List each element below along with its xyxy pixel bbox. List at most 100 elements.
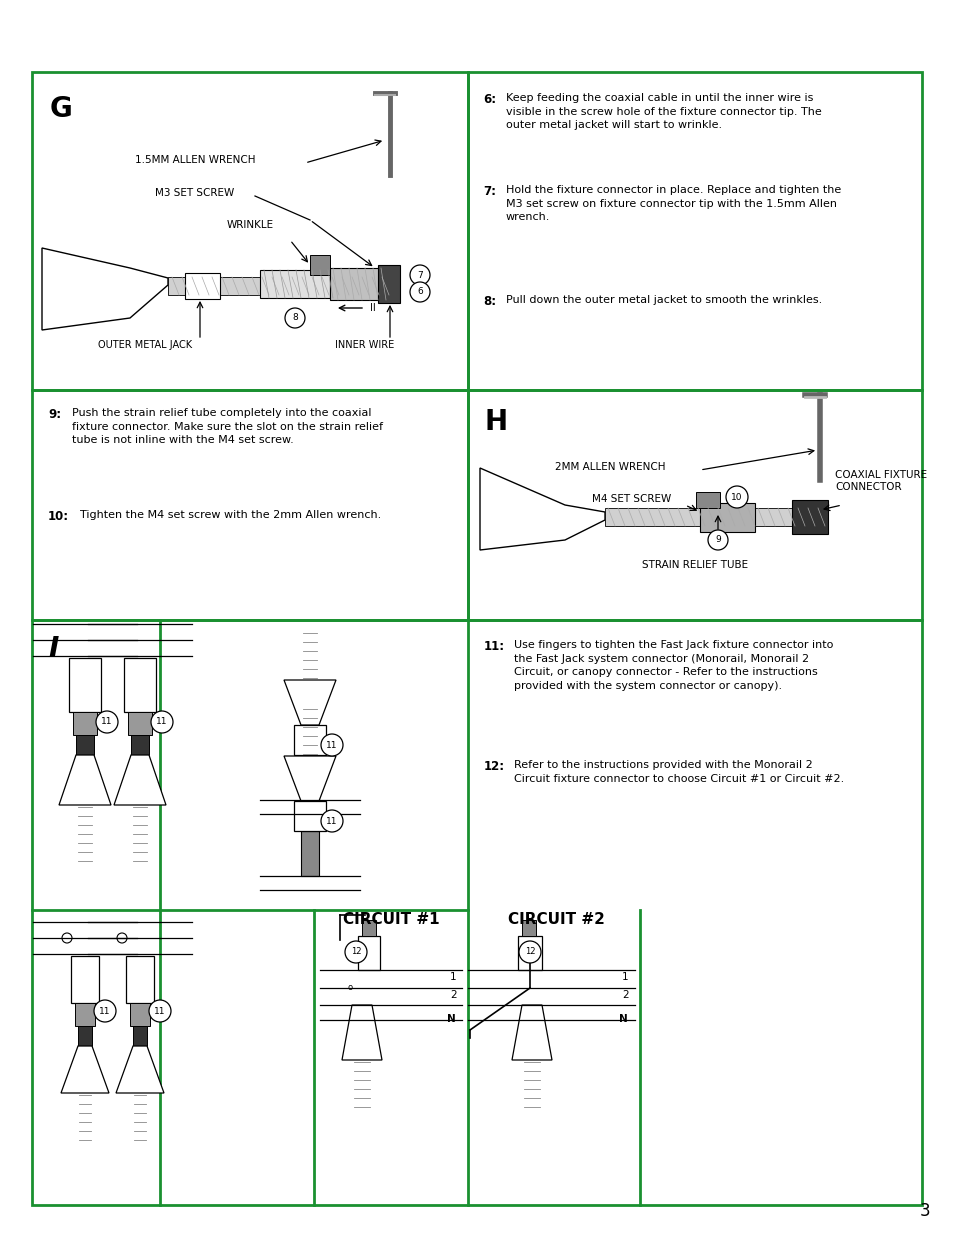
Text: 2MM ALLEN WRENCH: 2MM ALLEN WRENCH: [555, 462, 665, 472]
Polygon shape: [126, 956, 153, 1003]
Text: 1.5MM ALLEN WRENCH: 1.5MM ALLEN WRENCH: [135, 156, 255, 165]
Circle shape: [725, 487, 747, 508]
Polygon shape: [521, 920, 536, 936]
Text: Keep feeding the coaxial cable in until the inner wire is
visible in the screw h: Keep feeding the coaxial cable in until …: [505, 93, 821, 130]
Text: 3: 3: [919, 1202, 929, 1220]
Text: H: H: [484, 408, 508, 436]
Text: 1: 1: [450, 972, 456, 982]
Polygon shape: [124, 658, 156, 713]
Circle shape: [707, 530, 727, 550]
Text: Hold the fixture connector in place. Replace and tighten the
M3 set screw on fix: Hold the fixture connector in place. Rep…: [505, 185, 841, 222]
Text: COAXIAL FIXTURE
CONNECTOR: COAXIAL FIXTURE CONNECTOR: [834, 471, 926, 493]
Polygon shape: [479, 468, 604, 550]
Polygon shape: [294, 725, 326, 755]
Polygon shape: [357, 936, 379, 969]
Circle shape: [410, 282, 430, 303]
Polygon shape: [260, 270, 330, 298]
Text: 12:: 12:: [483, 760, 504, 773]
Circle shape: [149, 1000, 171, 1023]
Polygon shape: [341, 1005, 381, 1060]
Polygon shape: [301, 755, 318, 800]
Polygon shape: [42, 248, 168, 330]
Text: OUTER METAL JACK: OUTER METAL JACK: [98, 340, 192, 350]
Text: Pull down the outer metal jacket to smooth the wrinkles.: Pull down the outer metal jacket to smoo…: [505, 295, 821, 305]
Text: o: o: [348, 983, 353, 992]
Polygon shape: [284, 756, 335, 802]
Text: 11:: 11:: [483, 640, 504, 653]
Text: 2: 2: [621, 990, 628, 1000]
Polygon shape: [128, 713, 152, 735]
Text: Push the strain relief tube completely into the coaxial
fixture connector. Make : Push the strain relief tube completely i…: [71, 408, 382, 445]
Text: Tighten the M4 set screw with the 2mm Allen wrench.: Tighten the M4 set screw with the 2mm Al…: [80, 510, 381, 520]
Text: STRAIN RELIEF TUBE: STRAIN RELIEF TUBE: [641, 559, 747, 571]
Text: 11: 11: [99, 1007, 111, 1015]
Text: 11: 11: [156, 718, 168, 726]
Text: 9:: 9:: [48, 408, 61, 421]
Polygon shape: [185, 273, 220, 299]
Text: 8:: 8:: [482, 295, 496, 308]
Text: 1: 1: [621, 972, 628, 982]
Polygon shape: [310, 254, 330, 275]
Polygon shape: [696, 492, 720, 508]
Text: 6: 6: [416, 288, 422, 296]
Polygon shape: [330, 268, 390, 300]
Text: N: N: [447, 1014, 456, 1024]
Circle shape: [410, 266, 430, 285]
Polygon shape: [791, 500, 827, 534]
Text: CIRCUIT #2: CIRCUIT #2: [507, 911, 604, 927]
Polygon shape: [76, 735, 94, 755]
Text: 10:: 10:: [48, 510, 69, 522]
Text: 12: 12: [351, 947, 361, 956]
Polygon shape: [71, 956, 99, 1003]
Polygon shape: [168, 277, 390, 295]
Polygon shape: [604, 508, 820, 526]
Polygon shape: [130, 1003, 150, 1026]
Polygon shape: [59, 755, 111, 805]
Text: CIRCUIT #1: CIRCUIT #1: [342, 911, 438, 927]
Circle shape: [96, 711, 118, 734]
Polygon shape: [132, 1026, 147, 1046]
Polygon shape: [301, 831, 318, 876]
Text: INNER WIRE: INNER WIRE: [335, 340, 395, 350]
Text: M4 SET SCREW: M4 SET SCREW: [592, 494, 671, 504]
Text: M3 SET SCREW: M3 SET SCREW: [154, 188, 234, 198]
Text: I: I: [48, 635, 58, 663]
Polygon shape: [517, 936, 541, 969]
Text: 8: 8: [292, 314, 297, 322]
Polygon shape: [377, 266, 399, 303]
Circle shape: [151, 711, 172, 734]
Text: N: N: [618, 1014, 627, 1024]
Circle shape: [518, 941, 540, 963]
Text: 9: 9: [715, 536, 720, 545]
Polygon shape: [61, 1046, 109, 1093]
Polygon shape: [361, 920, 375, 936]
Polygon shape: [116, 1046, 164, 1093]
Text: 11: 11: [326, 816, 337, 825]
Text: G: G: [50, 95, 72, 124]
Polygon shape: [284, 680, 335, 725]
Text: WRINKLE: WRINKLE: [226, 220, 274, 230]
Polygon shape: [73, 713, 97, 735]
Text: II: II: [370, 303, 375, 312]
Polygon shape: [700, 503, 754, 532]
Text: Use fingers to tighten the Fast Jack fixture connector into
the Fast Jack system: Use fingers to tighten the Fast Jack fix…: [514, 640, 833, 690]
Text: 10: 10: [731, 493, 742, 501]
Polygon shape: [78, 1026, 91, 1046]
Circle shape: [345, 941, 367, 963]
Polygon shape: [131, 735, 149, 755]
Polygon shape: [512, 1005, 552, 1060]
Text: Refer to the instructions provided with the Monorail 2
Circuit fixture connector: Refer to the instructions provided with …: [514, 760, 843, 783]
Circle shape: [320, 810, 343, 832]
Polygon shape: [294, 802, 326, 831]
Polygon shape: [75, 1003, 95, 1026]
Text: 7:: 7:: [482, 185, 496, 198]
Text: 11: 11: [101, 718, 112, 726]
Text: 11: 11: [154, 1007, 166, 1015]
Polygon shape: [69, 658, 101, 713]
Text: 7: 7: [416, 270, 422, 279]
Text: 6:: 6:: [482, 93, 496, 106]
Circle shape: [320, 734, 343, 756]
Text: 2: 2: [450, 990, 456, 1000]
Text: 11: 11: [326, 741, 337, 750]
Circle shape: [94, 1000, 116, 1023]
